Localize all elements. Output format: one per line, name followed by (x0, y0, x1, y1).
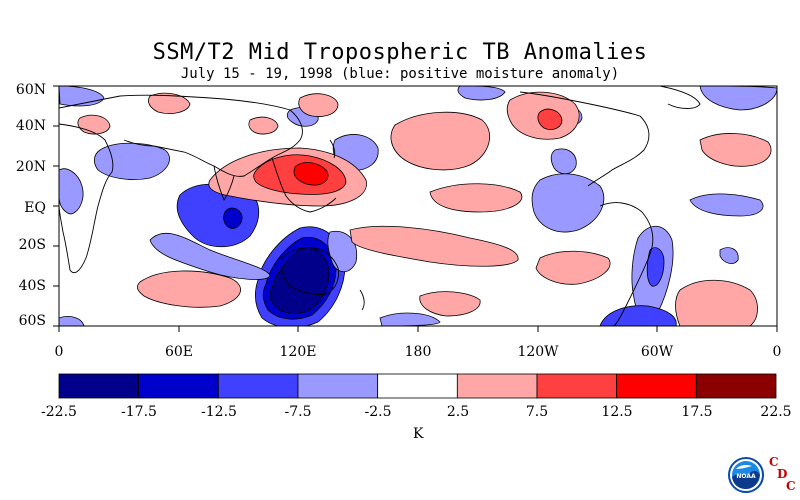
cdc-letter-d: D (777, 467, 788, 481)
anomaly-atlantic-trop (689, 193, 764, 217)
anomaly-south-pacific-lower (419, 291, 481, 317)
anomaly-eastern-pacific (457, 86, 506, 101)
colorbar-swatch (695, 373, 777, 399)
colorbar-swatch (456, 373, 538, 399)
anomaly-east-pacific-pos (429, 183, 523, 213)
coastlines (59, 86, 701, 326)
lat-label-60s: 60S (18, 313, 46, 329)
coastline-africa (59, 123, 114, 274)
anomaly-southern-ocean (599, 305, 677, 326)
anomaly-north-asia-pos (298, 93, 339, 117)
lat-label-20s: 20S (18, 237, 46, 253)
coastline-south-america (599, 202, 654, 326)
lon-label-120w: 120W (517, 344, 559, 360)
lon-label-0: 0 (54, 344, 64, 360)
colorbar-swatch (217, 373, 299, 399)
anomaly-pacific-mid-pos (248, 116, 279, 135)
colorbar-label: -2.5 (364, 404, 392, 420)
cdc-letter-c2: C (786, 479, 796, 493)
anomaly-africa-west (59, 168, 84, 215)
anomaly-asia-outer (208, 147, 367, 207)
anomaly-australia-core (269, 247, 330, 314)
colorbar-label: 12.5 (601, 404, 633, 420)
axis-ticks (53, 85, 778, 332)
coastline-japan (329, 139, 336, 159)
colorbar-swatch (536, 373, 618, 399)
lat-label-40s: 40S (18, 278, 46, 294)
coastline-greenland (659, 86, 701, 109)
lat-label-eq: EQ (24, 200, 46, 216)
anomaly-europe-pos (77, 114, 111, 135)
coastline-southeast-asia (271, 157, 337, 213)
colorbar-unit: K (413, 426, 424, 442)
anomaly-north-america-pos (506, 91, 580, 140)
lon-label-180: 180 (404, 344, 432, 360)
noaa-logo: NOAA (728, 457, 764, 493)
anomaly-indian-outer (149, 232, 271, 280)
anomaly-north-pacific-pos (390, 111, 490, 171)
colorbar-label: 7.5 (525, 404, 549, 420)
anomaly-indian-ocean (176, 183, 260, 248)
anomaly-indian-ocean-core (223, 207, 243, 229)
coastline-eurasia (59, 94, 303, 177)
anomaly-sp-convergence (349, 225, 519, 267)
anomaly-atlantic-north-pos (699, 133, 772, 167)
coastline-new-zealand (359, 289, 365, 311)
colorbar (58, 373, 777, 399)
colorbar-label: -17.5 (121, 404, 157, 420)
anomaly-south-america-core (646, 247, 665, 287)
lon-label-0-east: 0 (772, 344, 782, 360)
colorbar-label: -7.5 (284, 404, 312, 420)
anomaly-north-pacific-2 (286, 107, 319, 127)
coastline-india (213, 165, 235, 201)
lon-label-60e: 60E (164, 344, 194, 360)
coastline-north-america (519, 91, 650, 187)
colorbar-label: 17.5 (681, 404, 713, 420)
colorbar-label: -12.5 (201, 404, 237, 420)
colorbar-label: 22.5 (760, 404, 792, 420)
colorbar-label: 2.5 (446, 404, 470, 420)
map-subtitle: July 15 - 19, 1998 (blue: positive moist… (180, 66, 620, 82)
anomaly-south-indian (59, 316, 85, 326)
anomaly-north-atlantic (699, 86, 777, 111)
anomaly-south-america-east (631, 225, 674, 317)
anomaly-central-asia-pos (148, 92, 191, 114)
anomaly-south-atlantic-pos (675, 279, 758, 326)
lon-label-120e: 120E (279, 344, 317, 360)
noaa-logo-text: NOAA (736, 473, 756, 480)
coastline-australia (281, 247, 339, 295)
colorbar-swatch (138, 373, 219, 399)
cdc-letter-c1: C (769, 455, 779, 469)
anomaly-asia-mid (253, 154, 347, 195)
anomaly-australia-mid (262, 236, 337, 320)
anomaly-asia-core (293, 162, 329, 186)
anomaly-sh-pacific (379, 312, 441, 326)
anomaly-central-pacific (531, 173, 605, 233)
colorbar-swatch (297, 373, 379, 399)
anomaly-europe-north (59, 86, 105, 107)
anomaly-south-indian-pos (136, 270, 241, 308)
colorbar-swatch (616, 373, 697, 399)
anomaly-arabia (94, 142, 170, 180)
colorbar-swatch (58, 373, 140, 399)
anomaly-tasman (327, 230, 358, 273)
anomaly-south-pacific-pos (535, 250, 611, 285)
lat-label-40n: 40N (15, 118, 46, 134)
colorbar-swatch (377, 373, 458, 399)
anomaly-north-pacific (332, 134, 379, 171)
lon-label-60w: 60W (640, 344, 674, 360)
anomaly-australia-outer (254, 226, 346, 326)
anomaly-north-america-core (537, 108, 563, 130)
anomaly-south-atlantic (719, 247, 739, 264)
lat-label-20n: 20N (15, 159, 46, 175)
map-title: SSM/T2 Mid Tropospheric TB Anomalies (152, 40, 648, 65)
anomaly-north-america-w (558, 106, 583, 126)
anomaly-caribbean (550, 148, 577, 175)
colorbar-label: -22.5 (41, 404, 77, 420)
lat-label-60n: 60N (15, 82, 46, 98)
